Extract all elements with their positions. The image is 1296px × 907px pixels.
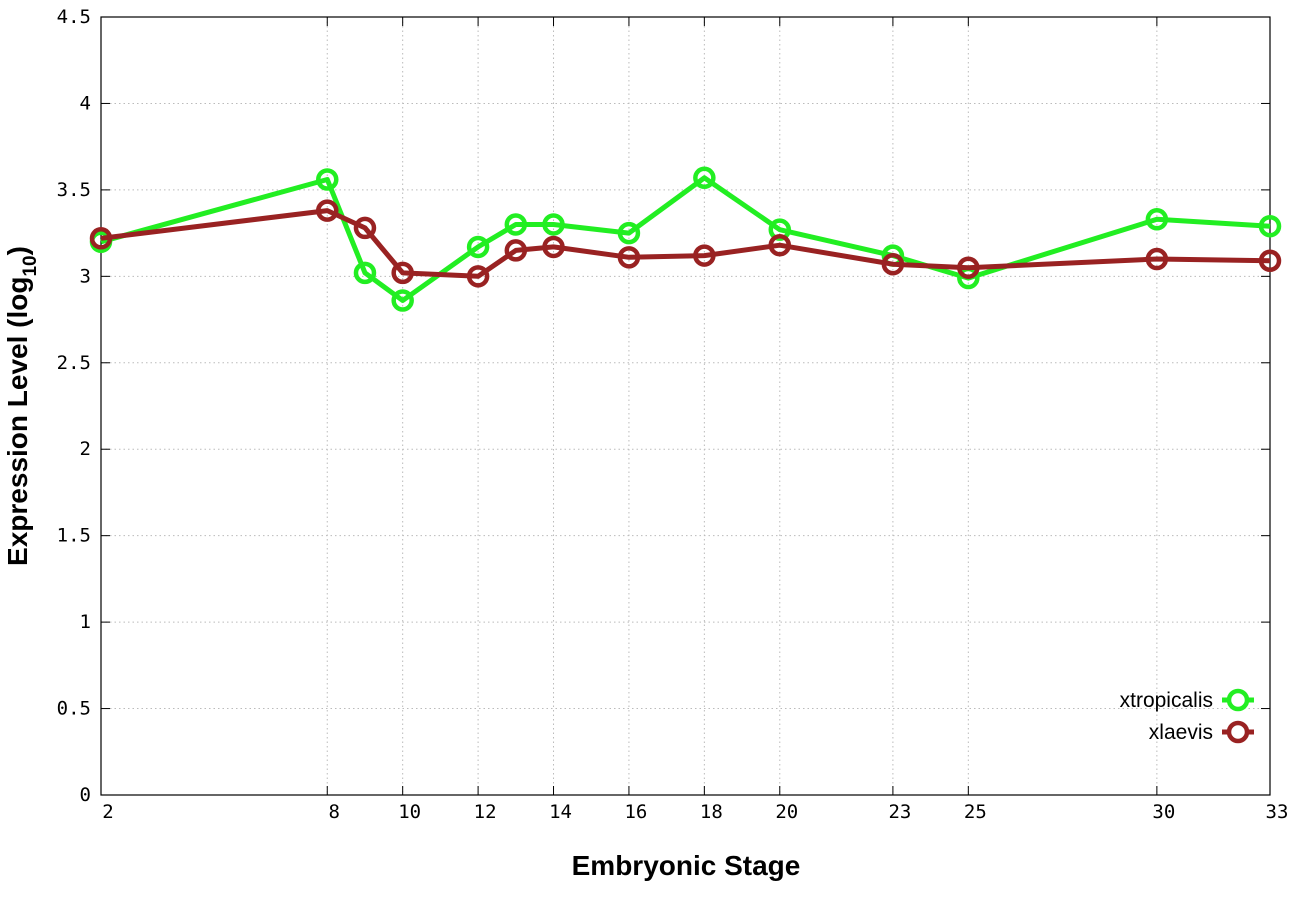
x-axis-title: Embryonic Stage: [572, 850, 801, 881]
data-point-xlaevis: [504, 239, 528, 262]
data-point-xlaevis: [353, 216, 377, 240]
y-tick-label: 4.5: [57, 6, 91, 28]
y-tick-label: 1: [80, 611, 91, 633]
legend-label-xlaevis: xlaevis: [1149, 721, 1213, 744]
data-point-xlaevis: [316, 199, 339, 222]
data-point-xtropicalis: [693, 166, 716, 190]
x-tick-label: 2: [102, 801, 113, 823]
legend-label-xtropicalis: xtropicalis: [1120, 689, 1213, 712]
y-tick-label: 1.5: [57, 525, 91, 547]
x-tick-label: 16: [624, 801, 647, 823]
x-tick-label: 12: [474, 801, 497, 823]
data-point-xlaevis: [881, 252, 905, 276]
y-axis-title-main: Expression Level (log: [2, 277, 33, 566]
x-tick-label: 20: [775, 801, 798, 823]
data-series: [89, 166, 1282, 312]
data-point-xtropicalis: [1145, 208, 1169, 231]
data-point-xtropicalis: [617, 221, 641, 245]
x-tick-label: 33: [1266, 801, 1289, 823]
series-xlaevis: [89, 199, 1282, 288]
y-tick-label: 0.5: [57, 698, 91, 720]
x-tick-label: 30: [1152, 801, 1175, 823]
series-line-xtropicalis: [100, 175, 1271, 303]
axis-ticks: 0 0.5 1 1.5 2 2.5 3 3.5 4 4.5 2 8 10 12 14 16 18 20 23 25 30…: [57, 6, 1289, 823]
y-tick-label: 3.5: [57, 179, 91, 201]
legend-marker-xlaevis: [1226, 720, 1250, 744]
data-point-xtropicalis: [1258, 214, 1282, 238]
legend-marker-xtropicalis: [1226, 688, 1250, 712]
y-axis-title: Expression Level (log10): [2, 246, 41, 566]
y-axis-title-subscript: 10: [20, 255, 41, 276]
data-point-xlaevis: [1145, 247, 1169, 271]
data-point-xlaevis: [768, 233, 792, 257]
data-point-xlaevis: [957, 256, 980, 279]
data-point-xlaevis: [1258, 249, 1282, 273]
series-line-xlaevis: [100, 208, 1271, 279]
x-tick-label: 8: [329, 801, 340, 823]
data-point-xlaevis: [617, 246, 641, 269]
x-tick-label: 18: [700, 801, 723, 823]
data-point-xtropicalis: [391, 289, 414, 312]
series-xtropicalis: [89, 166, 1282, 312]
y-tick-label: 2: [80, 438, 91, 460]
data-point-xlaevis: [542, 235, 565, 259]
y-axis-title-close: ): [2, 246, 33, 255]
data-point-xtropicalis: [542, 213, 565, 236]
legend: xtropicalis xlaevis: [1120, 688, 1254, 744]
data-point-xtropicalis: [504, 213, 528, 236]
x-tick-label: 23: [888, 801, 911, 823]
y-tick-label: 4: [80, 92, 91, 114]
x-tick-label: 10: [398, 801, 421, 823]
data-point-xtropicalis: [466, 235, 490, 259]
y-tick-label: 3: [80, 265, 91, 287]
data-point-xlaevis: [466, 265, 490, 288]
plot-area-border: [100, 16, 1271, 796]
data-point-xtropicalis: [768, 218, 792, 241]
x-tick-label: 14: [549, 801, 572, 823]
x-tick-label: 25: [964, 801, 987, 823]
data-point-xtropicalis: [316, 168, 339, 191]
grid-lines: [101, 17, 1270, 795]
data-point-xtropicalis: [353, 261, 377, 285]
data-point-xlaevis: [391, 261, 414, 285]
data-point-xlaevis: [89, 227, 113, 250]
y-tick-label: 0: [80, 784, 91, 806]
data-point-xlaevis: [693, 244, 716, 267]
y-tick-label: 2.5: [57, 352, 91, 374]
